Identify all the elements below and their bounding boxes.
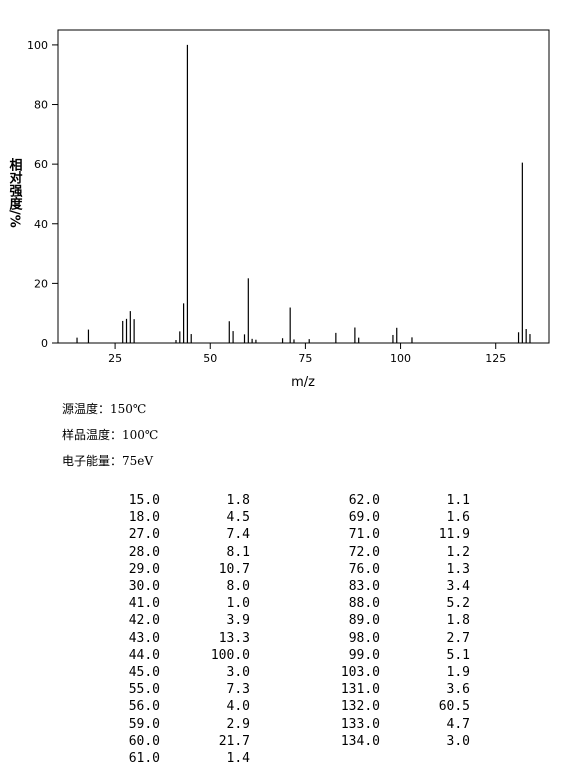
mz-cell: 15.0 xyxy=(128,493,160,508)
mz-cell: 62.0 xyxy=(348,493,380,508)
y-tick-label: 40 xyxy=(34,218,48,231)
mz-cell: 29.0 xyxy=(128,561,160,577)
mz-cell: 72.0 xyxy=(348,544,380,560)
mz-cell: 103.0 xyxy=(340,665,380,680)
intensity-cell: 4.0 xyxy=(226,699,250,715)
y-tick-label: 100 xyxy=(27,39,48,52)
intensity-cell: 7.3 xyxy=(226,682,250,698)
intensity-cell: 1.4 xyxy=(226,751,250,766)
intensity-cell: 5.2 xyxy=(446,596,470,612)
intensity-cell: 1.6 xyxy=(446,510,470,526)
mz-cell: 71.0 xyxy=(348,527,380,543)
intensity-cell: 3.6 xyxy=(446,682,470,698)
mz-cell: 60.0 xyxy=(128,733,160,749)
info-line: 电子能量：75eV xyxy=(62,454,154,468)
x-tick-label: 125 xyxy=(485,352,506,365)
intensity-cell: 8.1 xyxy=(226,544,250,560)
intensity-cell: 13.3 xyxy=(218,630,250,646)
intensity-cell: 100.0 xyxy=(210,647,250,663)
mz-cell: 44.0 xyxy=(128,647,160,663)
mz-cell: 55.0 xyxy=(128,682,160,698)
intensity-cell: 1.8 xyxy=(446,613,470,629)
mz-cell: 61.0 xyxy=(128,751,160,766)
mz-cell: 98.0 xyxy=(348,630,380,646)
mz-cell: 59.0 xyxy=(128,716,160,732)
mz-cell: 43.0 xyxy=(128,630,160,646)
mz-cell: 45.0 xyxy=(128,665,160,680)
intensity-cell: 7.4 xyxy=(226,527,250,543)
mz-cell: 83.0 xyxy=(348,579,380,594)
intensity-cell: 5.1 xyxy=(446,647,470,663)
mz-cell: 56.0 xyxy=(128,699,160,715)
y-tick-label: 0 xyxy=(41,337,48,350)
intensity-cell: 1.0 xyxy=(226,596,250,612)
mz-cell: 30.0 xyxy=(128,579,160,594)
intensity-cell: 3.9 xyxy=(226,613,250,629)
plot-frame xyxy=(57,29,550,344)
mz-cell: 134.0 xyxy=(340,733,380,749)
intensity-cell: 4.5 xyxy=(226,510,250,526)
x-axis-label: m/z xyxy=(291,375,315,390)
intensity-cell: 60.5 xyxy=(438,699,470,715)
intensity-cell: 3.0 xyxy=(446,733,470,749)
y-tick-label: 60 xyxy=(34,158,48,171)
intensity-cell: 11.9 xyxy=(438,527,470,543)
mz-cell: 76.0 xyxy=(348,561,380,577)
y-tick-label: 20 xyxy=(34,277,48,290)
intensity-cell: 2.7 xyxy=(446,630,470,646)
intensity-cell: 3.4 xyxy=(446,579,470,594)
x-tick-label: 75 xyxy=(298,352,312,365)
mz-cell: 42.0 xyxy=(128,613,160,629)
info-line: 样品温度：100℃ xyxy=(62,428,159,442)
mz-cell: 18.0 xyxy=(128,510,160,526)
intensity-cell: 1.8 xyxy=(226,493,250,508)
x-tick-label: 100 xyxy=(390,352,411,365)
intensity-cell: 1.2 xyxy=(446,544,470,560)
y-tick-label: 80 xyxy=(34,99,48,112)
mz-cell: 133.0 xyxy=(340,716,380,732)
mz-cell: 28.0 xyxy=(128,544,160,560)
mz-cell: 89.0 xyxy=(348,613,380,629)
mz-cell: 99.0 xyxy=(348,647,380,663)
mz-cell: 27.0 xyxy=(128,527,160,543)
chart: m/z 相对强度/% 0 20 40 60 80 100 25 50 75 100 125 xyxy=(7,29,550,390)
x-tick-label: 25 xyxy=(108,352,122,365)
mz-cell: 41.0 xyxy=(128,596,160,612)
intensity-cell: 3.0 xyxy=(226,665,250,680)
mz-cell: 88.0 xyxy=(348,596,380,612)
x-tick-label: 50 xyxy=(203,352,217,365)
intensity-cell: 21.7 xyxy=(218,733,250,749)
mz-cell: 131.0 xyxy=(340,682,380,698)
intensity-cell: 2.9 xyxy=(226,716,250,732)
intensity-cell: 8.0 xyxy=(226,579,250,594)
intensity-cell: 1.9 xyxy=(446,665,470,680)
mz-cell: 132.0 xyxy=(340,699,380,715)
y-axis-label: 相对强度/% xyxy=(7,157,23,227)
intensity-cell: 4.7 xyxy=(446,716,470,732)
info-line: 源温度：150℃ xyxy=(62,402,147,416)
mz-cell: 69.0 xyxy=(348,510,380,526)
intensity-cell: 1.1 xyxy=(446,493,470,508)
intensity-cell: 1.3 xyxy=(446,561,470,577)
intensity-cell: 10.7 xyxy=(218,561,250,577)
